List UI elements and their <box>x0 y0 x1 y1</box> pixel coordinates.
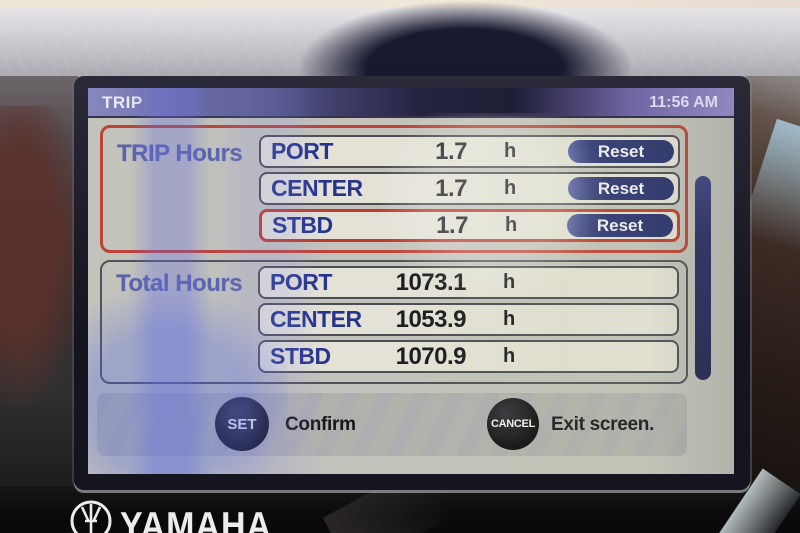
total-row-center: CENTER 1053.9 h <box>258 303 679 336</box>
scrollbar-thumb[interactable] <box>695 176 711 380</box>
total-row-stbd: STBD 1070.9 h <box>258 340 679 373</box>
trip-hours-value: 1.7 <box>435 175 467 202</box>
reflection-blob <box>0 106 80 406</box>
trip-hours-label: TRIP Hours <box>117 140 243 167</box>
total-hours-value: 1070.9 <box>395 343 467 370</box>
key-hint-bar: SET Confirm CANCEL Exit screen. <box>97 393 687 456</box>
trip-hours-value: 1.7 <box>435 138 467 165</box>
cancel-key-hint: Exit screen. <box>551 414 655 435</box>
bezel-top <box>0 2 800 94</box>
trip-hours-value: 1.7 <box>436 212 468 239</box>
total-hours-value: 1073.1 <box>395 269 467 296</box>
bezel-left <box>0 76 80 490</box>
hours-unit: h <box>503 271 516 293</box>
bezel-right <box>730 76 800 490</box>
yamaha-branding: YAMAHA <box>68 494 272 533</box>
set-key-hint: Confirm <box>285 414 356 435</box>
hours-unit: h <box>505 214 518 236</box>
engine-label: STBD <box>270 343 331 369</box>
hours-unit: h <box>503 345 516 367</box>
trip-row-port[interactable]: PORT 1.7 h Reset <box>259 135 680 168</box>
hours-unit: h <box>503 308 516 330</box>
engine-label: PORT <box>271 138 333 164</box>
total-hours-label: Total Hours <box>116 270 243 297</box>
page-title: TRIP <box>102 93 143 112</box>
reset-button-port[interactable]: Reset <box>568 140 674 163</box>
total-row-port: PORT 1073.1 h <box>258 266 679 299</box>
engine-label: PORT <box>270 269 332 295</box>
yamaha-tuningfork-icon <box>70 500 112 533</box>
trip-row-stbd-selected[interactable]: STBD 1.7 h Reset <box>259 209 680 242</box>
trip-row-center[interactable]: CENTER 1.7 h Reset <box>259 172 680 205</box>
reset-button-center[interactable]: Reset <box>568 177 674 200</box>
screen-header-bar: TRIP 11:56 AM <box>88 88 734 118</box>
engine-label: CENTER <box>270 306 362 332</box>
trip-hours-section: TRIP Hours PORT 1.7 h Reset CENTER 1.7 h… <box>100 125 688 253</box>
lcd-screen: TRIP 11:56 AM TRIP Hours PORT 1.7 h Rese… <box>88 88 734 474</box>
hours-unit: h <box>504 140 517 162</box>
reset-button-stbd[interactable]: Reset <box>567 214 673 237</box>
trip-hours-rows: PORT 1.7 h Reset CENTER 1.7 h Reset STBD… <box>259 135 680 246</box>
total-hours-rows: PORT 1073.1 h CENTER 1053.9 h STBD 1070.… <box>258 266 679 377</box>
total-hours-value: 1053.9 <box>395 306 467 333</box>
total-hours-section: Total Hours PORT 1073.1 h CENTER 1053.9 … <box>100 260 688 384</box>
yamaha-wordmark: YAMAHA <box>120 504 273 533</box>
cancel-key-button[interactable]: CANCEL <box>487 398 539 450</box>
engine-label: CENTER <box>271 175 363 201</box>
bezel-bottom <box>0 461 800 533</box>
gauge-display-unit: TRIP 11:56 AM TRIP Hours PORT 1.7 h Rese… <box>74 76 750 490</box>
engine-label: STBD <box>272 212 333 238</box>
clock-time: 11:56 AM <box>649 94 718 111</box>
hint-bar-texture <box>97 393 687 456</box>
set-key-button[interactable]: SET <box>215 397 269 451</box>
hours-unit: h <box>504 177 517 199</box>
